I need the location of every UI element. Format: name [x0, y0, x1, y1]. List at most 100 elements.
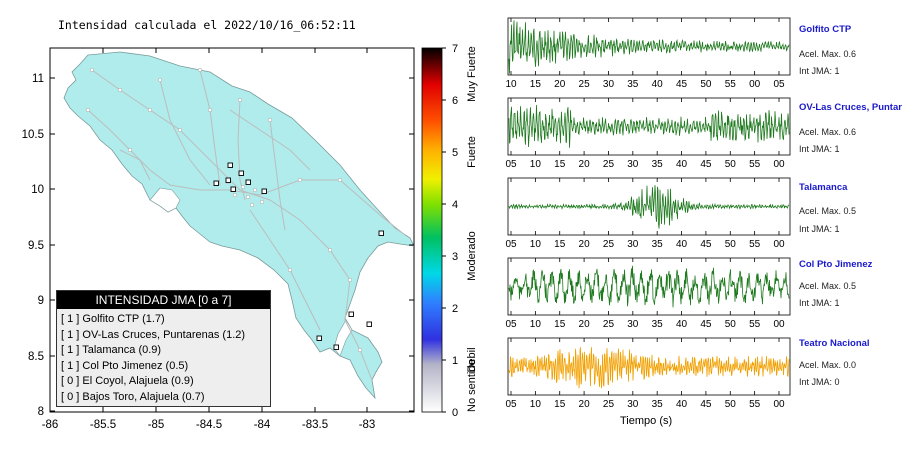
colorbar-tick-label: 2	[452, 303, 458, 315]
waveform-tick-label: 25	[603, 239, 615, 250]
waveform-tick-label: 55	[749, 319, 761, 330]
waveform-tick-label: 10	[530, 319, 542, 330]
legend-item: [ 1 ] OV-Las Cruces, Puntarenas (1.2)	[61, 328, 246, 341]
map-x-tick-label: -85.5	[90, 419, 116, 431]
waveform-tick-label: 20	[579, 319, 591, 330]
map-y-tick-label: 9	[38, 295, 44, 307]
waveform-tick-label: 20	[579, 239, 591, 250]
station-accel: Acel. Max. 0.6	[799, 127, 857, 137]
city-dots	[85, 67, 363, 353]
colorbar-tick-label: 1	[452, 355, 458, 367]
waveform-tick-label: 35	[652, 159, 664, 170]
waveform-tick-label: 00	[773, 159, 785, 170]
colorbar-label: Muy Fuerte	[466, 46, 478, 102]
colorbar-label: Fuerte	[466, 136, 478, 168]
waveform-tick-label: 45	[700, 319, 712, 330]
legend-item: [ 0 ] Bajos Toro, Alajuela (0.7)	[61, 390, 205, 403]
waveform-panel: 10 15 20 25 30 35 40 45 50 55 00 05	[505, 17, 791, 90]
station-name: Col Pto Jimenez	[799, 259, 873, 270]
station-int: Int JMA: 1	[799, 298, 840, 308]
waveform-tick-label: 05	[773, 79, 785, 90]
waveform-panels: 10 15 20 25 30 35 40 45 50 55 00 05 05 10 15 20 25 30 35 40…	[505, 17, 791, 410]
waveform-tick-label: 15	[554, 319, 566, 330]
station-accel: Acel. Max. 0.5	[799, 281, 857, 291]
station-int: Int JMA: 0	[799, 377, 840, 387]
waveform-tick-label: 20	[579, 399, 591, 410]
station-int: Int JMA: 1	[799, 66, 840, 76]
map-y-tick-label: 9.5	[28, 240, 44, 252]
waveform-tick-label: 45	[700, 159, 712, 170]
waveform-tick-label: 55	[749, 399, 761, 410]
waveform-tick-label: 45	[700, 239, 712, 250]
legend-item: [ 1 ] Col Pto Jimenez (0.5)	[61, 359, 189, 372]
waveform-tick-label: 40	[676, 239, 688, 250]
waveform-tick-label: 10	[530, 239, 542, 250]
waveform-tick-label: 35	[652, 239, 664, 250]
waveform-panel: 05 10 15 20 25 30 35 40 45 50 55 00	[505, 97, 791, 170]
waveform-frame	[507, 257, 791, 316]
waveform-panel: 05 10 15 20 25 30 35 40 45 50 55 00	[505, 257, 791, 330]
waveform-tick-label: 35	[652, 399, 664, 410]
waveform-tick-label: 35	[627, 79, 639, 90]
waveform-tick-label: 10	[530, 159, 542, 170]
colorbar-tick-label: 0	[452, 407, 458, 419]
map-y-axis: 11 10.5 10 9.5 9 8.5 8	[22, 73, 414, 418]
colorbar-tick-label: 3	[452, 251, 458, 263]
map-y-tick-label: 11	[32, 73, 44, 85]
waveform-tick-label: 30	[627, 239, 639, 250]
waveform-tick-label: 35	[652, 319, 664, 330]
station-accel: Acel. Max. 0.5	[799, 206, 857, 216]
waveform-trace	[508, 347, 790, 389]
waveform-tick-label: 30	[603, 79, 615, 90]
waveform-tick-label: 50	[725, 319, 737, 330]
waveform-tick-label: 45	[676, 79, 688, 90]
costa-rica-land	[63, 51, 414, 400]
waveform-trace	[508, 20, 790, 74]
waveform-tick-label: 25	[603, 319, 615, 330]
waveform-tick-label: 25	[603, 399, 615, 410]
station-markers	[213, 162, 384, 350]
colorbar-label: Moderado	[466, 231, 478, 281]
intensity-legend: INTENSIDAD JMA [0 a 7] [ 1 ] Golfito CTP…	[56, 290, 271, 407]
waveform-tick-label: 55	[749, 159, 761, 170]
map-x-axis: -86 -85.5 -85 -84.5 -84 -83.5 -83	[42, 48, 375, 431]
waveform-tick-label: 05	[505, 159, 517, 170]
waveform-tick-label: 40	[652, 79, 664, 90]
map-x-tick-label: -83.5	[302, 419, 328, 431]
station-accel: Acel. Max. 0.0	[799, 360, 857, 370]
waveform-panel: 05 10 15 20 25 30 35 40 45 50 55 00	[505, 177, 791, 250]
waveform-tick-label: 05	[505, 399, 517, 410]
colorbar-tick-label: 5	[452, 147, 458, 159]
waveform-tick-label: 50	[725, 159, 737, 170]
legend-item: [ 1 ] Talamanca (0.9)	[61, 344, 162, 357]
waveform-tick-label: 00	[773, 239, 785, 250]
waveform-tick-label: 40	[676, 319, 688, 330]
waveform-tick-label: 25	[603, 159, 615, 170]
legend-item: [ 0 ] El Coyol, Alajuela (0.9)	[61, 375, 194, 388]
waveform-tick-label: 15	[554, 399, 566, 410]
map-y-tick-label: 10.5	[22, 129, 44, 141]
colorbar-tick-label: 4	[452, 199, 458, 211]
waveform-trace	[508, 104, 790, 148]
colorbar-label: Debil	[466, 347, 478, 372]
station-name: OV-Las Cruces, Puntar	[799, 102, 902, 113]
waveform-tick-label: 05	[505, 319, 517, 330]
station-int: Int JMA: 1	[799, 144, 840, 154]
waveform-tick-label: 15	[554, 159, 566, 170]
waveform-tick-label: 40	[676, 159, 688, 170]
waveform-tick-label: 15	[554, 239, 566, 250]
map-x-tick-label: -84.5	[196, 419, 222, 431]
waveform-tick-label: 55	[725, 79, 737, 90]
map-x-tick-label: -84	[254, 419, 271, 431]
waveform-tick-label: 00	[773, 399, 785, 410]
waveform-trace	[508, 265, 790, 308]
map-title: Intensidad calculada el 2022/10/16_06:52…	[58, 18, 356, 32]
waveform-tick-label: 30	[627, 319, 639, 330]
station-name: Golfito CTP	[799, 24, 852, 35]
legend-title: INTENSIDAD JMA [0 a 7]	[57, 291, 270, 309]
map-y-tick-label: 8	[38, 406, 44, 418]
station-int: Int JMA: 1	[799, 224, 840, 234]
waveform-panel: 05 10 15 20 25 30 35 40 45 50 55 00	[505, 337, 791, 410]
